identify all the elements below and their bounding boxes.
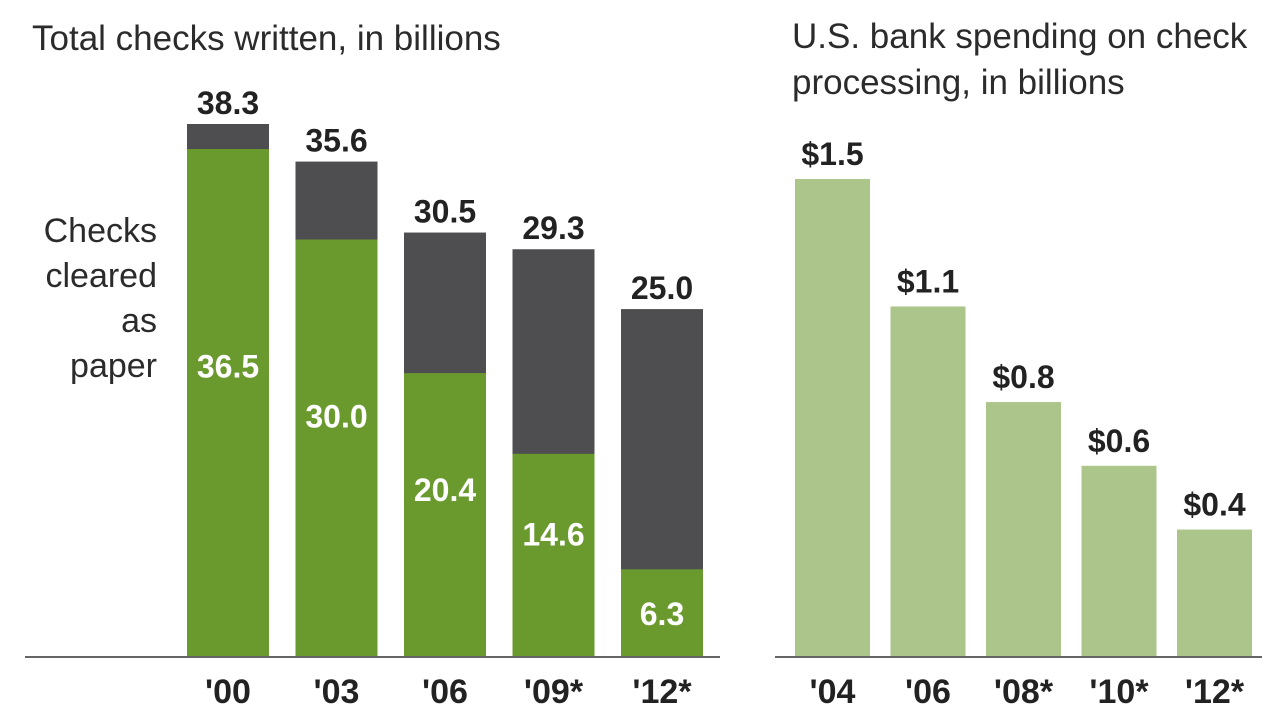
spending-chart-title-line-2: processing, in billions [792,63,1125,102]
spending-x-axis: '04 '06 '08* '10* '12* [810,673,1245,711]
checks-total-label: 35.6 [305,123,367,159]
paper-annotation-line: Checks [44,212,157,250]
spending-bar [986,402,1061,657]
checks-total-label: 38.3 [197,85,259,121]
paper-annotation-line: as [121,302,157,340]
checks-written-chart: Total checks written, in billions Checks… [25,19,720,711]
spending-value-label: $1.1 [897,263,959,299]
spending-x-tick-label: '06 [905,673,951,711]
spending-bar [1081,465,1157,657]
checks-x-axis: '00 '03 '06 '09* '12* [205,673,692,711]
spending-value-label: $1.5 [801,136,863,172]
spending-value-label: $0.8 [992,359,1054,395]
checks-paper-label: 30.0 [305,398,367,434]
checks-chart-title: Total checks written, in billions [32,19,501,58]
spending-bar [890,306,966,657]
spending-bar [795,179,870,657]
checks-paper-label: 20.4 [414,472,476,508]
checks-total-label: 30.5 [414,194,476,230]
spending-bars: $1.5 $1.1 $0.8 $0.6 $0.4 [795,136,1252,657]
spending-x-tick-label: '12* [1185,673,1245,711]
checks-bars: 38.3 36.5 35.6 30.0 30.5 20.4 29.3 14.6 25.0 6.3 [187,85,703,658]
spending-x-tick-label: '10* [1089,673,1149,711]
checks-x-tick-label: '09* [524,673,584,711]
paper-annotation: Checks cleared as paper [44,212,157,385]
checks-paper-bar [404,373,486,657]
checks-x-tick-label: '12* [632,673,692,711]
checks-x-tick-label: '03 [314,673,360,711]
paper-annotation-line: cleared [45,257,157,295]
spending-x-tick-label: '04 [810,673,856,711]
paper-annotation-line: paper [70,347,157,385]
checks-paper-bar [621,569,703,657]
checks-paper-bar [187,149,269,657]
spending-bar [1177,529,1252,657]
checks-paper-label: 36.5 [197,349,259,385]
checks-paper-label: 6.3 [640,596,684,632]
checks-total-label: 25.0 [631,270,693,306]
spending-chart-title-line-1: U.S. bank spending on check [792,17,1248,56]
checks-total-label: 29.3 [522,210,584,246]
checks-paper-bar [512,453,595,657]
bank-spending-chart: U.S. bank spending on check processing, … [775,17,1262,711]
checks-paper-label: 14.6 [522,516,584,552]
spending-value-label: $0.6 [1088,423,1150,459]
checks-paper-bar [295,239,378,657]
checks-x-tick-label: '00 [205,673,251,711]
spending-x-tick-label: '08* [994,673,1054,711]
checks-x-tick-label: '06 [422,673,468,711]
spending-value-label: $0.4 [1183,487,1245,523]
